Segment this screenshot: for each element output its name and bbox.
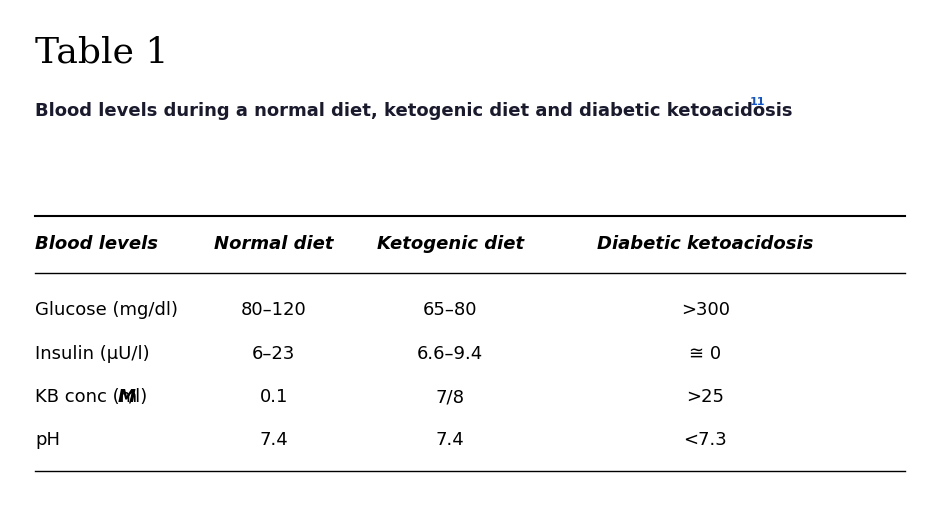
- Text: 7/8: 7/8: [435, 388, 464, 406]
- Text: Glucose (mg/dl): Glucose (mg/dl): [35, 301, 178, 320]
- Text: 6.6–9.4: 6.6–9.4: [416, 345, 483, 363]
- Text: <7.3: <7.3: [682, 431, 727, 449]
- Text: Blood levels during a normal diet, ketogenic diet and diabetic ketoacidosis: Blood levels during a normal diet, ketog…: [35, 102, 792, 120]
- Text: Insulin (μU/l): Insulin (μU/l): [35, 345, 150, 363]
- Text: M: M: [118, 388, 135, 406]
- Text: >300: >300: [680, 301, 729, 320]
- Text: >25: >25: [686, 388, 723, 406]
- Text: 11: 11: [749, 97, 765, 107]
- Text: pH: pH: [35, 431, 60, 449]
- Text: Ketogenic diet: Ketogenic diet: [376, 235, 523, 253]
- Text: Normal diet: Normal diet: [214, 235, 333, 253]
- Text: 0.1: 0.1: [260, 388, 287, 406]
- Text: Table 1: Table 1: [35, 36, 169, 70]
- Text: 7.4: 7.4: [260, 431, 287, 449]
- Text: Blood levels: Blood levels: [35, 235, 159, 253]
- Text: 7.4: 7.4: [436, 431, 464, 449]
- Text: 6–23: 6–23: [252, 345, 295, 363]
- Text: 80–120: 80–120: [241, 301, 306, 320]
- Text: KB conc (m: KB conc (m: [35, 388, 137, 406]
- Text: Diabetic ketoacidosis: Diabetic ketoacidosis: [596, 235, 813, 253]
- Text: /l): /l): [129, 388, 147, 406]
- Text: 65–80: 65–80: [423, 301, 476, 320]
- Text: ≅ 0: ≅ 0: [689, 345, 720, 363]
